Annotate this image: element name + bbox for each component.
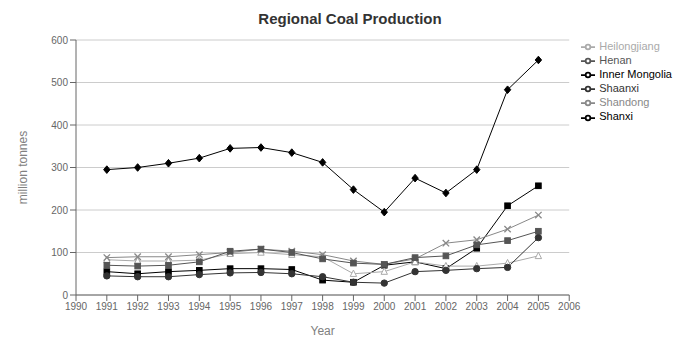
svg-text:1992: 1992 [127, 301, 150, 312]
html-text:Shanxi: Shanxi [599, 110, 633, 123]
svg-text:200: 200 [51, 205, 68, 216]
svg-text:1998: 1998 [311, 301, 334, 312]
html-text:Heilongjiang: Heilongjiang [599, 40, 660, 52]
svg-text:2002: 2002 [435, 301, 458, 312]
svg-text:1993: 1993 [157, 301, 180, 312]
svg-text:1997: 1997 [281, 301, 304, 312]
svg-text:600: 600 [51, 35, 68, 46]
html-text:Henan: Henan [599, 54, 632, 67]
svg-text:2000: 2000 [373, 301, 396, 312]
svg-text:1995: 1995 [219, 301, 242, 312]
svg-text:1999: 1999 [342, 301, 365, 312]
svg-text:Year: Year [310, 324, 334, 338]
svg-text:2005: 2005 [527, 301, 550, 312]
svg-text:2006: 2006 [558, 301, 581, 312]
html-text:Regional Coal Production: Regional Coal Production [258, 10, 442, 27]
svg-text:2004: 2004 [496, 301, 519, 312]
svg-text:400: 400 [51, 120, 68, 131]
html-text:Shaanxi: Shaanxi [599, 82, 639, 95]
svg-text:1991: 1991 [96, 301, 119, 312]
html-text:Shandong: Shandong [599, 96, 650, 109]
svg-text:1994: 1994 [188, 301, 211, 312]
svg-text:2001: 2001 [404, 301, 427, 312]
html-text:Inner Mongolia: Inner Mongolia [599, 68, 672, 81]
svg-text:2003: 2003 [466, 301, 489, 312]
svg-text:million tonnes: million tonnes [16, 131, 30, 204]
svg-text:100: 100 [51, 247, 68, 258]
svg-text:0: 0 [62, 290, 68, 301]
svg-text:300: 300 [51, 162, 68, 173]
svg-text:1996: 1996 [250, 301, 273, 312]
svg-text:500: 500 [51, 77, 68, 88]
svg-text:1990: 1990 [65, 301, 88, 312]
